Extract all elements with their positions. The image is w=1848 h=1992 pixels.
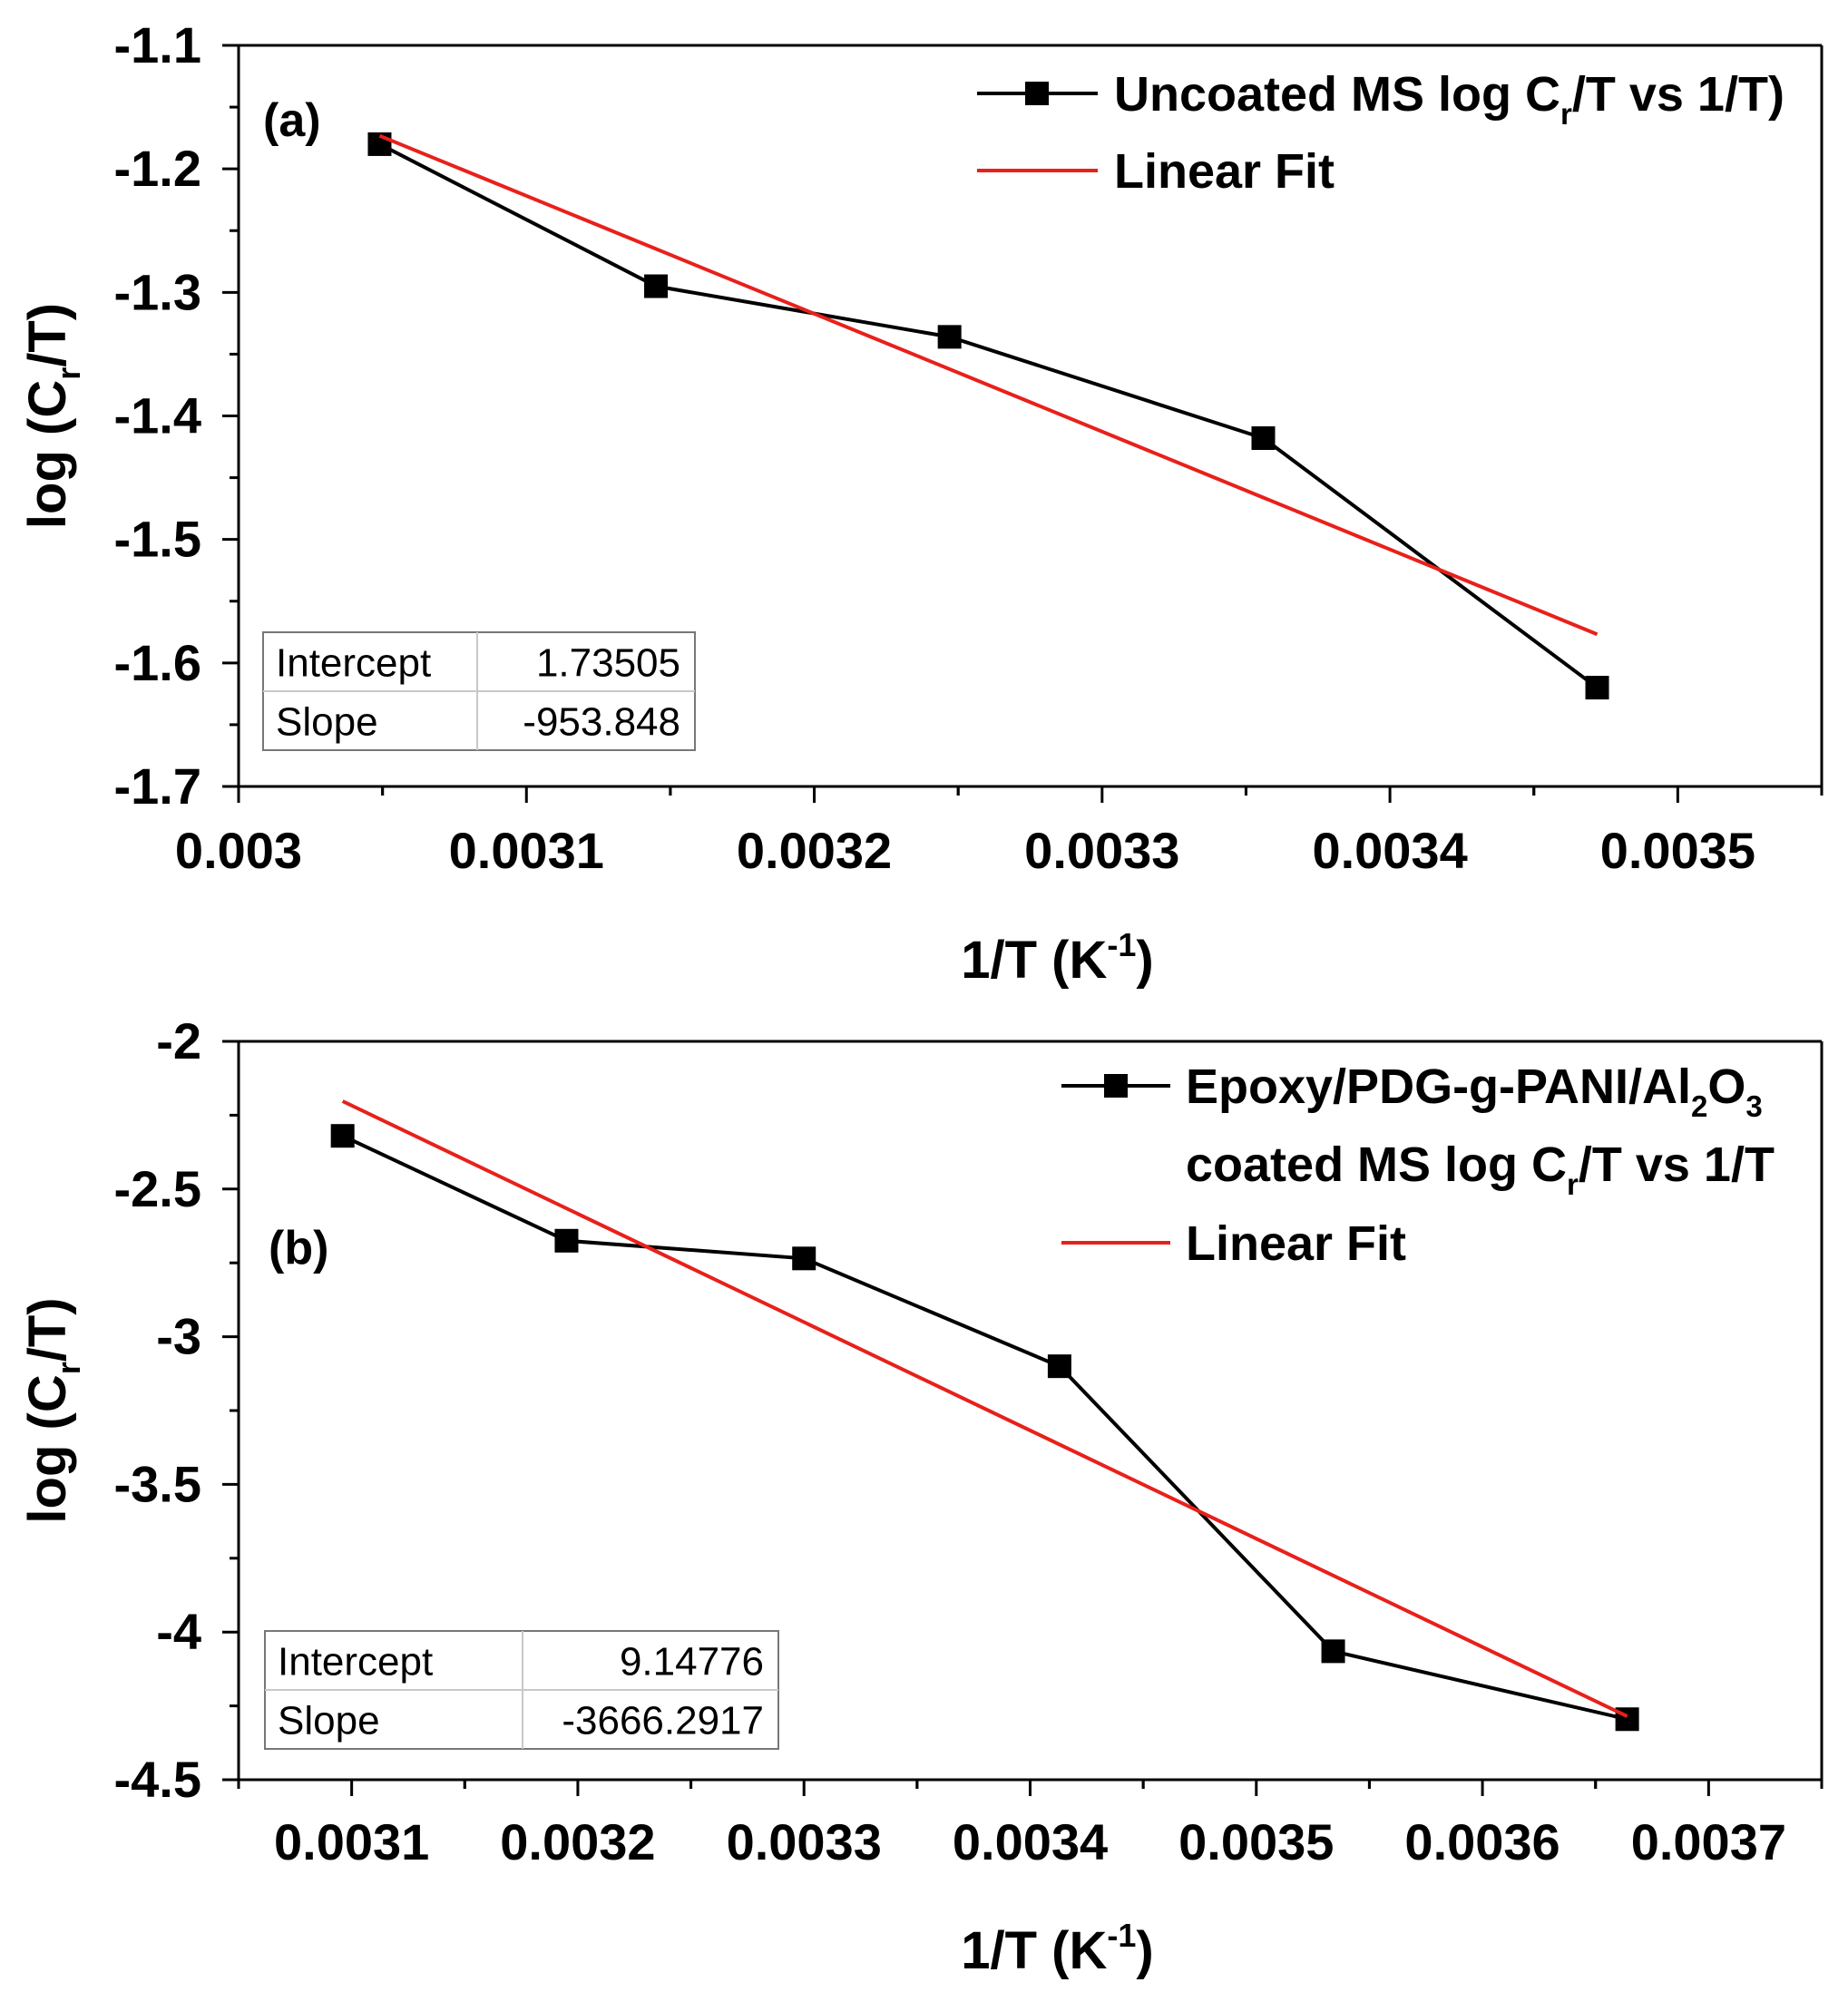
- stats-label: Intercept: [276, 641, 431, 686]
- chart-panel-b: 0.0031 0.0032 0.0033 0.0034 0.0035 0.0036 0.00…: [18, 1012, 1824, 1980]
- data-point-marker: [644, 274, 669, 298]
- stats-value: -953.848: [523, 700, 680, 745]
- x-tick-label: 0.0032: [500, 1813, 655, 1870]
- y-tick-label: -1.4: [114, 387, 202, 444]
- y-tick-label: -4.5: [114, 1751, 202, 1808]
- fit-stats-table: Intercept 1.73505 Slope -953.848: [262, 631, 696, 751]
- legend-label: Epoxy/PDG-g-PANI/Al2O3: [1186, 1059, 1763, 1123]
- y-axis-title: log (Cr/T): [18, 303, 87, 529]
- data-point-marker: [330, 1124, 355, 1148]
- stats-value: 9.14776: [620, 1640, 764, 1684]
- data-series-line: [341, 1134, 1628, 1722]
- x-axis-title: 1/T (K-1): [961, 926, 1153, 990]
- x-tick-label: 0.0034: [1312, 822, 1467, 879]
- stats-label: Intercept: [278, 1640, 433, 1684]
- x-tick-label: 0.0031: [449, 822, 604, 879]
- legend-label: coated MS log Cr/T vs 1/T: [1186, 1138, 1775, 1201]
- data-point-marker: [1047, 1354, 1071, 1379]
- data-point-marker: [1585, 676, 1609, 700]
- x-tick-label: 0.0036: [1404, 1813, 1560, 1870]
- data-series-line: [378, 142, 1599, 689]
- stats-value: 1.73505: [536, 641, 680, 686]
- legend-label: Linear Fit: [1186, 1216, 1406, 1271]
- panel-label: (a): [263, 94, 321, 147]
- y-axis-title: log (Cr/T): [18, 1297, 87, 1523]
- y-tick-label: -1.3: [114, 263, 202, 320]
- legend-label: Linear Fit: [1114, 144, 1335, 199]
- data-point-marker: [792, 1246, 816, 1271]
- panel-label: (b): [269, 1222, 328, 1274]
- y-tick-label: -1.2: [114, 140, 202, 197]
- x-tick-label: 0.0037: [1631, 1813, 1786, 1870]
- stats-label: Slope: [278, 1699, 380, 1743]
- legend-label: Uncoated MS log Cr/T vs 1/T): [1114, 67, 1784, 131]
- chart-panel-a: 0.003 0.0031 0.0032 0.0033 0.0034 0.0035 -1.1 -…: [18, 16, 1824, 990]
- y-tick-label: -1.1: [114, 16, 202, 73]
- x-tick-label: 0.003: [175, 822, 302, 879]
- legend-marker: [1025, 82, 1049, 105]
- y-tick-label: -1.5: [114, 511, 202, 568]
- x-tick-label: 0.0033: [1024, 822, 1179, 879]
- fit-stats-table: Intercept 9.14776 Slope -3666.2917: [264, 1630, 779, 1750]
- x-tick-label: 0.0034: [953, 1813, 1108, 1870]
- x-tick-label: 0.0031: [274, 1813, 429, 1870]
- y-tick-label: -3: [156, 1308, 201, 1365]
- stats-label: Slope: [276, 700, 378, 745]
- linear-fit-line: [341, 1099, 1628, 1718]
- x-tick-label: 0.0033: [727, 1813, 882, 1870]
- x-tick-label: 0.0032: [737, 822, 892, 879]
- stats-value: -3666.2917: [562, 1699, 764, 1743]
- linear-fit-line: [378, 133, 1599, 637]
- data-point-marker: [554, 1228, 579, 1253]
- y-tick-label: -4: [156, 1603, 201, 1660]
- y-tick-label: -2.5: [114, 1160, 202, 1217]
- data-point-marker: [1251, 426, 1276, 451]
- y-tick-label: -1.7: [114, 757, 202, 815]
- legend-marker: [1104, 1074, 1128, 1098]
- x-tick-label: 0.0035: [1178, 1813, 1334, 1870]
- x-tick-label: 0.0035: [1600, 822, 1755, 879]
- data-point-marker: [937, 325, 962, 349]
- x-axis-title: 1/T (K-1): [961, 1917, 1153, 1980]
- y-tick-label: -1.6: [114, 634, 202, 691]
- y-tick-label: -2: [156, 1012, 201, 1069]
- data-point-marker: [1321, 1639, 1345, 1664]
- y-tick-label: -3.5: [114, 1455, 202, 1512]
